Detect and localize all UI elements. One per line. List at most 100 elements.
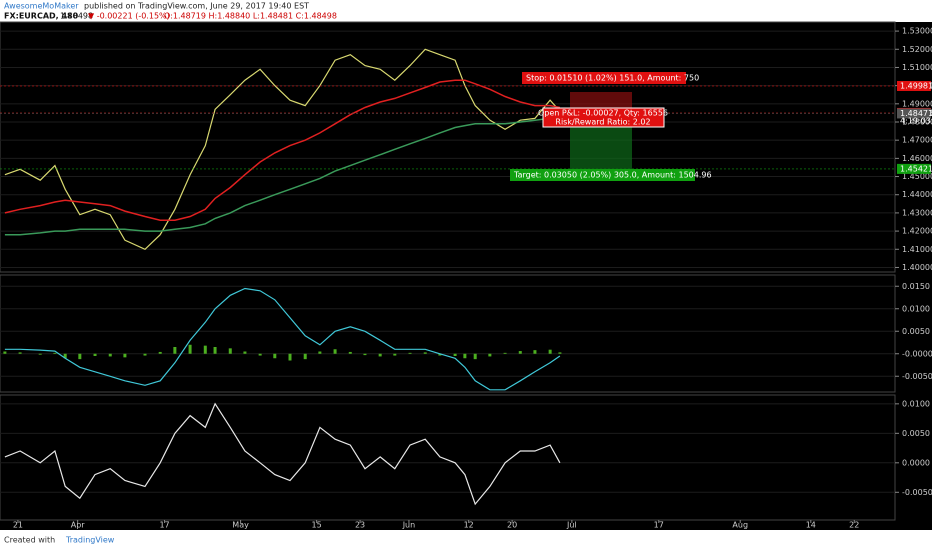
- price-tag-label: 1.49981: [900, 81, 932, 90]
- y-tick-label: 0.0000: [902, 458, 930, 467]
- histogram-bar: [18, 352, 22, 354]
- histogram-bar: [558, 352, 562, 354]
- x-tick-label: Aug: [732, 521, 748, 530]
- panel-border: [0, 394, 896, 521]
- histogram-bar: [393, 353, 397, 356]
- y-tick-label: 1.44000: [902, 190, 932, 199]
- y-tick-label: 0.0050: [902, 327, 930, 336]
- y-tick-label: 1.51000: [902, 63, 932, 72]
- price-tag: [897, 163, 931, 174]
- publisher: AwesomeMoMaker: [4, 2, 79, 11]
- histogram-bar: [378, 353, 382, 357]
- published: published on TradingView.com, June 29, 2…: [84, 2, 309, 11]
- histogram-bar: [158, 351, 162, 354]
- histogram-bar: [348, 351, 352, 354]
- series-line: [4, 402, 561, 506]
- histogram-bar: [518, 351, 522, 354]
- y-tick-label: 1.52000: [902, 45, 932, 54]
- histogram-bar: [188, 344, 192, 354]
- histogram-bar: [318, 351, 322, 354]
- series-line: [4, 79, 561, 221]
- histogram-bar: [533, 350, 537, 354]
- header-bar: [0, 0, 932, 22]
- y-tick-label: 0.0050: [902, 429, 930, 438]
- histogram-bar: [288, 353, 292, 361]
- y-tick-label: 1.47000: [902, 136, 932, 145]
- histogram-bar: [463, 353, 467, 359]
- x-tick-label: Jul: [566, 521, 577, 530]
- histogram-bar: [363, 353, 367, 356]
- stop-zone: [570, 92, 632, 112]
- y-tick-label: 1.53000: [902, 27, 932, 36]
- histogram-bar: [213, 347, 217, 354]
- histogram-bar: [473, 353, 477, 360]
- footer-bar: [0, 530, 932, 550]
- panel-border: [0, 21, 896, 273]
- rr-label: Risk/Reward Ratio: 2.02: [555, 118, 650, 127]
- x-tick-label: 15: [312, 521, 322, 530]
- change: ▼ -0.00221 (-0.15%): [88, 12, 170, 21]
- y-tick-label: -0.0000: [902, 349, 932, 358]
- target-label: Target: 0.03050 (2.05%) 305.0, Amount: 1…: [513, 171, 712, 180]
- histogram-bar: [228, 348, 232, 354]
- histogram-bar: [63, 353, 67, 359]
- stop-box: [522, 72, 686, 84]
- target-box: [510, 169, 695, 181]
- histogram-bar: [438, 353, 442, 356]
- panel-border: [0, 274, 896, 393]
- histogram-bar: [548, 349, 552, 354]
- histogram-bar: [453, 353, 457, 356]
- x-tick-label: 14: [806, 521, 816, 530]
- histogram-bar: [53, 352, 57, 354]
- histogram-bar: [273, 353, 277, 359]
- x-tick-label: 17: [159, 521, 169, 530]
- y-tick-label: 1.45000: [902, 172, 932, 181]
- histogram-bar: [78, 353, 82, 360]
- y-tick-label: 1.40000: [902, 263, 932, 272]
- footer-created: Created with: [4, 536, 55, 545]
- ohlc: O:1.48719 H:1.48840 L:1.48481 C:1.48498: [164, 12, 337, 21]
- last-price: 1.48498: [60, 12, 93, 21]
- x-tick-label: 21: [13, 521, 23, 530]
- stop-label: Stop: 0.01510 (1.02%) 151.0, Amount: 750: [526, 74, 699, 83]
- y-tick-label: 1.41000: [902, 245, 932, 254]
- symbol: FX:EURCAD, 480: [4, 12, 79, 21]
- x-tick-label: 20: [507, 521, 517, 530]
- histogram-bar: [3, 351, 7, 354]
- histogram-bar: [303, 353, 307, 360]
- y-tick-label: -0.0050: [902, 372, 932, 381]
- pnl-label: Open P&L: -0.00027, Qty: 16556: [538, 109, 668, 118]
- price-tag: [897, 108, 931, 119]
- x-tick-label: 17: [654, 521, 664, 530]
- histogram-bar: [123, 353, 127, 358]
- histogram-bar: [333, 349, 337, 354]
- pnl-box: [542, 107, 665, 128]
- histogram-bar: [258, 353, 262, 356]
- y-tick-label: 1.43000: [902, 208, 932, 217]
- series-line: [4, 48, 561, 251]
- price-tag: [897, 80, 931, 91]
- histogram-bar: [143, 353, 147, 356]
- x-tick-label: May: [232, 521, 249, 530]
- price-tag-label: 1.48471: [900, 109, 932, 118]
- price-tag-label: 1.45421: [900, 164, 932, 173]
- y-tick-label: 0.0150: [902, 282, 930, 291]
- y-tick-label: 0.0100: [902, 304, 930, 313]
- histogram-bar: [38, 353, 42, 355]
- histogram-bar: [243, 351, 247, 354]
- y-tick-label: 1.48000: [902, 118, 932, 127]
- histogram-bar: [203, 345, 207, 354]
- x-tick-label: 23: [355, 521, 365, 530]
- x-tick-label: 22: [849, 521, 859, 530]
- y-tick-label: -0.0050: [902, 488, 932, 497]
- histogram-bar: [108, 353, 112, 357]
- x-tick-label: 12: [464, 521, 474, 530]
- histogram-bar: [408, 352, 412, 354]
- y-tick-label: 1.46000: [902, 154, 932, 163]
- histogram-bar: [423, 352, 427, 354]
- x-tick-label: Apr: [71, 521, 86, 530]
- histogram-bar: [503, 352, 507, 354]
- series-line: [4, 115, 561, 236]
